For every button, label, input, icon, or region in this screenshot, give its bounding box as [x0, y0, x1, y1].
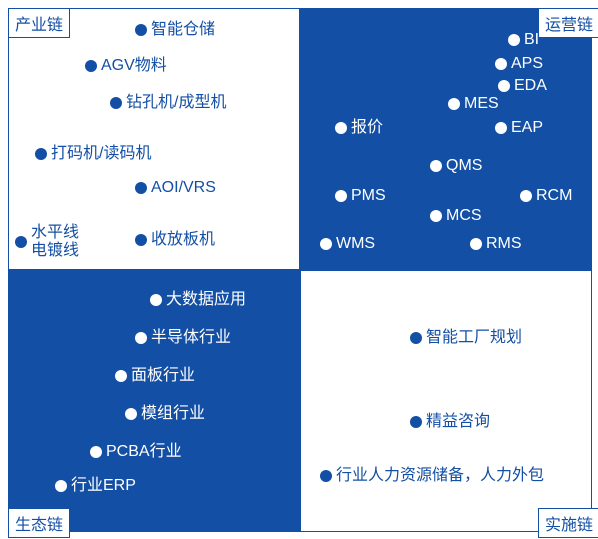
bullet-icon	[55, 480, 67, 492]
item-tr-10: WMS	[320, 236, 375, 252]
bullet-icon	[520, 190, 532, 202]
item-tr-7: PMS	[335, 188, 386, 204]
item-tl-5: 水平线电镀线	[15, 224, 79, 259]
bullet-icon	[335, 122, 347, 134]
item-label: 大数据应用	[166, 292, 246, 308]
item-label: 智能仓储	[151, 22, 215, 38]
item-tl-4: AOI/VRS	[135, 180, 216, 196]
bullet-icon	[508, 34, 520, 46]
bullet-icon	[135, 234, 147, 246]
bullet-icon	[498, 80, 510, 92]
item-tr-1: APS	[495, 56, 543, 72]
item-bl-5: 行业ERP	[55, 478, 136, 494]
item-label: 收放板机	[151, 232, 215, 248]
item-label: 精益咨询	[426, 414, 490, 430]
bullet-icon	[85, 60, 97, 72]
bullet-icon	[470, 238, 482, 250]
item-tl-1: AGV物料	[85, 58, 167, 74]
quadrant-tr	[300, 8, 592, 270]
bullet-icon	[410, 416, 422, 428]
item-label: EDA	[514, 78, 547, 94]
item-br-1: 精益咨询	[410, 414, 490, 430]
item-label: 报价	[351, 120, 383, 136]
bullet-icon	[90, 446, 102, 458]
bullet-icon	[135, 24, 147, 36]
item-label: EAP	[511, 120, 543, 136]
corner-label-br: 实施链	[538, 508, 598, 538]
item-tr-3: MES	[448, 96, 499, 112]
bullet-icon	[125, 408, 137, 420]
quadrant-br	[300, 270, 592, 532]
item-label: PMS	[351, 188, 386, 204]
corner-label-tr: 运营链	[538, 8, 598, 38]
bullet-icon	[335, 190, 347, 202]
item-tr-4: 报价	[335, 120, 383, 136]
corner-label-bl: 生态链	[8, 508, 70, 538]
bullet-icon	[430, 160, 442, 172]
item-tl-0: 智能仓储	[135, 22, 215, 38]
item-label: 钻孔机/成型机	[126, 95, 226, 111]
item-label: QMS	[446, 158, 482, 174]
item-label: 行业ERP	[71, 478, 136, 494]
item-br-0: 智能工厂规划	[410, 330, 522, 346]
item-label: AOI/VRS	[151, 180, 216, 196]
item-label: APS	[511, 56, 543, 72]
bullet-icon	[135, 182, 147, 194]
bullet-icon	[150, 294, 162, 306]
item-tr-6: QMS	[430, 158, 482, 174]
bullet-icon	[410, 332, 422, 344]
bullet-icon	[448, 98, 460, 110]
bullet-icon	[430, 210, 442, 222]
item-label: AGV物料	[101, 58, 167, 74]
item-label: 行业人力资源储备，人力外包	[336, 468, 544, 484]
bullet-icon	[135, 332, 147, 344]
item-label: 打码机/读码机	[51, 146, 151, 162]
item-label: 智能工厂规划	[426, 330, 522, 346]
item-bl-2: 面板行业	[115, 368, 195, 384]
item-tr-11: RMS	[470, 236, 522, 252]
item-label: RMS	[486, 236, 522, 252]
item-tr-2: EDA	[498, 78, 547, 94]
bullet-icon	[35, 148, 47, 160]
item-label: 水平线电镀线	[31, 224, 79, 259]
corner-label-tl: 产业链	[8, 8, 70, 38]
item-label: RCM	[536, 188, 572, 204]
item-br-2: 行业人力资源储备，人力外包	[320, 468, 544, 484]
item-bl-4: PCBA行业	[90, 444, 182, 460]
item-label: 面板行业	[131, 368, 195, 384]
item-label: PCBA行业	[106, 444, 182, 460]
item-label: MCS	[446, 208, 482, 224]
item-tr-5: EAP	[495, 120, 543, 136]
quadrant-diagram: 智能仓储 AGV物料钻孔机/成型机打码机/读码机 AOI/VRS 水平线电镀线 收放板机…	[0, 0, 598, 539]
item-label: 半导体行业	[151, 330, 231, 346]
item-bl-0: 大数据应用	[150, 292, 246, 308]
bullet-icon	[320, 470, 332, 482]
bullet-icon	[15, 236, 27, 248]
item-label: WMS	[336, 236, 375, 252]
bullet-icon	[110, 97, 122, 109]
bullet-icon	[495, 122, 507, 134]
item-tr-8: RCM	[520, 188, 572, 204]
item-label: MES	[464, 96, 499, 112]
item-tl-3: 打码机/读码机	[35, 146, 151, 162]
bullet-icon	[320, 238, 332, 250]
item-bl-1: 半导体行业	[135, 330, 231, 346]
quadrant-bl	[8, 270, 300, 532]
item-tl-6: 收放板机	[135, 232, 215, 248]
item-tr-0: BI	[508, 32, 539, 48]
item-label: BI	[524, 32, 539, 48]
item-tl-2: 钻孔机/成型机	[110, 95, 226, 111]
bullet-icon	[495, 58, 507, 70]
bullet-icon	[115, 370, 127, 382]
item-bl-3: 模组行业	[125, 406, 205, 422]
item-label: 模组行业	[141, 406, 205, 422]
item-tr-9: MCS	[430, 208, 482, 224]
